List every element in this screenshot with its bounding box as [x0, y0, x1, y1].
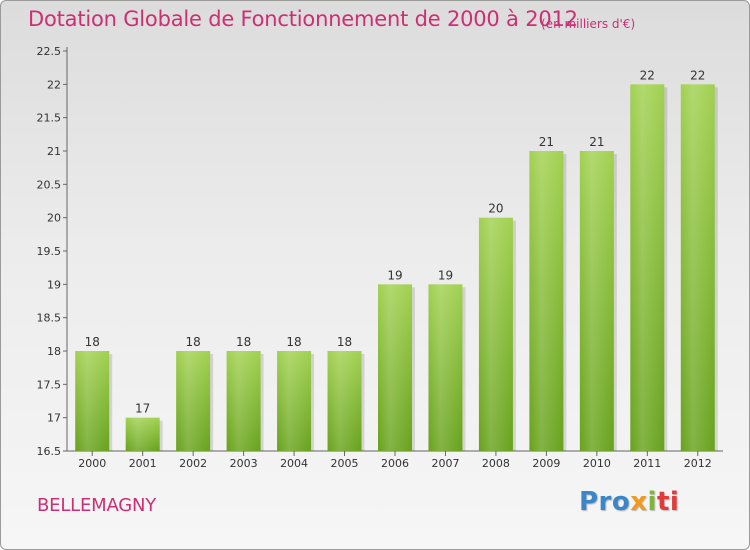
- x-tick-label: 2001: [129, 457, 157, 470]
- bar-highlight: [226, 351, 261, 451]
- x-tick-label: 2011: [633, 457, 661, 470]
- bar-highlight: [630, 84, 665, 451]
- logo-part-4: ti: [656, 487, 680, 517]
- axes-group: 16.5 17 17.5 18 18.5 19 19.5 20 20.5 21 21.5 22 22.5…: [37, 45, 723, 470]
- y-tick-label: 20: [47, 212, 61, 225]
- data-label: 18: [286, 335, 301, 349]
- chart-title: Dotation Globale de Fonctionnement de 20…: [28, 7, 578, 31]
- bar-highlight: [378, 284, 412, 451]
- chart-unit: (en milliers d'€): [541, 17, 636, 31]
- bars-group: [75, 84, 718, 451]
- y-tick-label: 16.5: [37, 445, 62, 458]
- y-tick-label: 21.5: [37, 112, 62, 125]
- bar-highlight: [327, 351, 362, 451]
- bar-highlight: [529, 151, 564, 451]
- bar-highlight: [428, 284, 463, 451]
- y-tick-label: 19: [47, 278, 61, 291]
- logo-part-2: x: [630, 487, 648, 517]
- data-label: 17: [135, 402, 150, 416]
- bar-highlight: [75, 351, 110, 451]
- x-tick-label: 2004: [280, 457, 308, 470]
- data-label: 18: [337, 335, 352, 349]
- x-tick-label: 2002: [179, 457, 207, 470]
- data-label: 22: [640, 68, 655, 82]
- data-label: 20: [488, 202, 503, 216]
- proxiti-logo[interactable]: Proxiti: [579, 487, 679, 517]
- data-labels-group: 18 17 18 18 18 18 19 19 20 21 21 22 22: [85, 68, 706, 415]
- logo-part-1: Pro: [579, 487, 631, 517]
- bar-highlight: [579, 151, 614, 451]
- x-tick-label: 2003: [230, 457, 258, 470]
- x-tick-label: 2010: [583, 457, 611, 470]
- data-label: 18: [186, 335, 201, 349]
- y-tick-label: 18.5: [37, 312, 62, 325]
- bar-highlight: [125, 417, 160, 451]
- x-tick-label: 2007: [431, 457, 459, 470]
- x-tick-label: 2005: [331, 457, 359, 470]
- data-label: 19: [387, 268, 402, 282]
- bar-highlight: [680, 84, 715, 451]
- y-tick-label: 22: [47, 78, 61, 91]
- bar-highlight: [277, 351, 312, 451]
- logo-part-3: i: [647, 487, 657, 517]
- y-tick-label: 19.5: [37, 245, 62, 258]
- y-tick-label: 22.5: [37, 45, 62, 58]
- data-label: 21: [589, 135, 604, 149]
- bar-highlight: [478, 217, 513, 451]
- bar-highlight: [176, 351, 211, 451]
- data-label: 18: [85, 335, 100, 349]
- x-tick-label: 2000: [78, 457, 106, 470]
- x-tick-label: 2006: [381, 457, 409, 470]
- y-tick-label: 18: [47, 345, 61, 358]
- x-tick-label: 2012: [684, 457, 712, 470]
- data-label: 19: [438, 268, 453, 282]
- y-tick-label: 21: [47, 145, 61, 158]
- data-label: 21: [539, 135, 554, 149]
- y-tick-label: 17: [47, 412, 61, 425]
- town-name: BELLEMAGNY: [37, 495, 157, 516]
- y-tick-label: 17.5: [37, 378, 62, 391]
- y-tick-label: 20.5: [37, 178, 62, 191]
- x-tick-label: 2009: [532, 457, 560, 470]
- data-label: 22: [690, 68, 705, 82]
- x-tick-label: 2008: [482, 457, 510, 470]
- data-label: 18: [236, 335, 251, 349]
